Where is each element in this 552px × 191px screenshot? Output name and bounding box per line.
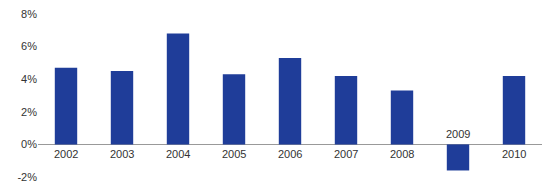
svg-text:0%: 0%: [21, 138, 37, 150]
svg-text:2008: 2008: [390, 148, 414, 160]
svg-text:2002: 2002: [54, 148, 78, 160]
svg-text:2005: 2005: [222, 148, 246, 160]
svg-text:2%: 2%: [21, 106, 37, 118]
svg-text:-2%: -2%: [17, 171, 37, 183]
svg-text:8%: 8%: [21, 8, 37, 20]
svg-text:4%: 4%: [21, 73, 37, 85]
svg-text:2006: 2006: [278, 148, 302, 160]
svg-text:6%: 6%: [21, 40, 37, 52]
svg-text:2004: 2004: [166, 148, 190, 160]
svg-text:2009: 2009: [446, 128, 470, 140]
svg-text:2003: 2003: [110, 148, 134, 160]
svg-text:2007: 2007: [334, 148, 358, 160]
svg-text:2010: 2010: [502, 148, 526, 160]
